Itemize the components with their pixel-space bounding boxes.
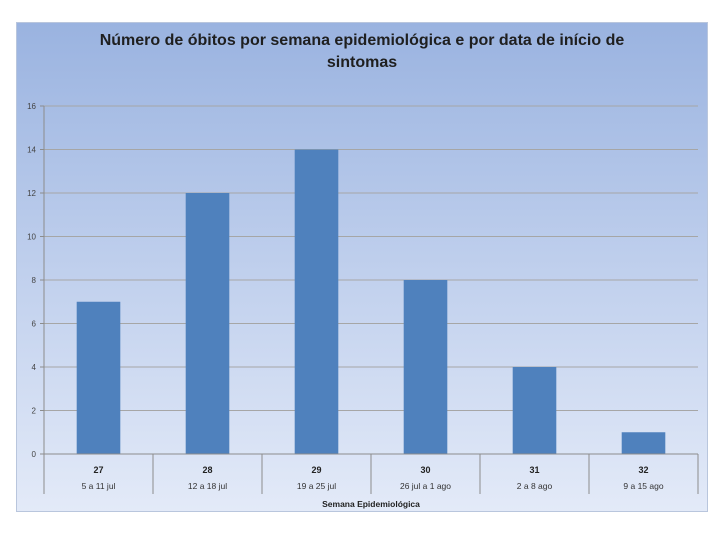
bars: [76, 149, 666, 454]
x-tick-label-week: 27: [93, 465, 103, 475]
tick-labels: 0 2 4 6 8 10 12 14 16 27 5 a 11 jul 28 12 a 18 jul 29…: [27, 102, 664, 491]
x-axis-title: Semana Epidemiológica: [322, 499, 420, 509]
axes: [40, 105, 699, 494]
y-tick-label: 16: [27, 102, 36, 111]
bar-30: [403, 280, 448, 454]
x-tick-label-week: 31: [529, 465, 539, 475]
chart-title: Número de óbitos por semana epidemiológi…: [99, 32, 625, 71]
x-tick-label-dates: 26 jul a 1 ago: [400, 481, 451, 491]
gridlines: [44, 105, 698, 411]
bar-32: [621, 432, 666, 454]
bar-29: [294, 149, 339, 454]
bar-28: [185, 193, 230, 454]
y-tick-label: 12: [27, 189, 36, 198]
x-tick-label-dates: 9 a 15 ago: [623, 481, 663, 491]
y-tick-label: 8: [32, 276, 37, 285]
bar-31: [512, 367, 557, 454]
y-tick-label: 4: [32, 363, 37, 372]
y-tick-label: 2: [32, 407, 37, 416]
x-tick-label-week: 32: [638, 465, 648, 475]
chart-panel: [16, 22, 708, 512]
x-tick-label-dates: 19 a 25 jul: [297, 481, 336, 491]
x-tick-label-dates: 12 a 18 jul: [188, 481, 227, 491]
x-tick-label-week: 30: [420, 465, 430, 475]
x-tick-label-dates: 5 a 11 jul: [82, 481, 116, 491]
bar-27: [76, 301, 121, 454]
x-tick-label-dates: 2 a 8 ago: [517, 481, 553, 491]
y-tick-label: 14: [27, 146, 36, 155]
x-tick-label-week: 29: [311, 465, 321, 475]
y-tick-label: 0: [32, 450, 37, 459]
y-tick-label: 10: [27, 233, 36, 242]
x-tick-label-week: 28: [202, 465, 212, 475]
y-tick-label: 6: [32, 320, 37, 329]
